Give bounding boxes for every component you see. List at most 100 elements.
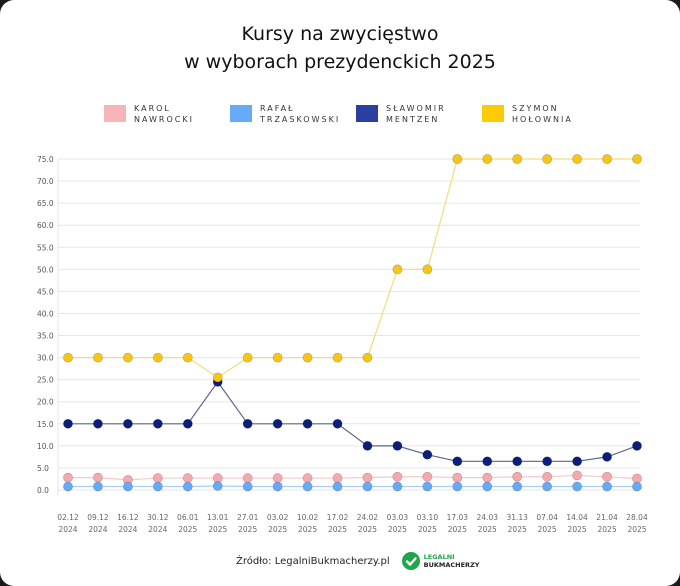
title-line-1: Kursy na zwycięstwo	[241, 23, 439, 45]
x-tick-label: 2025	[268, 525, 287, 534]
data-point	[302, 473, 313, 483]
x-tick-label: 2025	[178, 525, 197, 534]
x-tick-label: 2025	[568, 525, 587, 534]
y-tick-label: 65.0	[37, 199, 54, 208]
data-point	[212, 481, 223, 491]
data-point	[602, 154, 612, 164]
y-tick-label: 50.0	[37, 265, 54, 274]
data-point	[63, 472, 73, 483]
x-tick-label: 2025	[448, 525, 467, 534]
data-point	[63, 481, 73, 492]
x-tick-label: 03.10	[417, 513, 439, 522]
y-tick-label: 15.0	[37, 420, 54, 429]
x-tick-label: 24.03	[477, 513, 499, 522]
data-point	[362, 352, 373, 363]
data-point	[122, 352, 133, 363]
legend-item-trzaskowski: RAFAŁ TRZASKOWSKI	[230, 103, 356, 125]
data-point	[542, 481, 553, 492]
data-point	[572, 154, 583, 164]
data-point	[302, 481, 313, 492]
data-point	[602, 481, 612, 492]
x-tick-label: 24.02	[357, 513, 379, 522]
x-tick-label: 06.01	[177, 513, 199, 522]
legend-label: SŁAWOMIR MENTZEN	[386, 104, 446, 124]
x-tick-label: 2025	[208, 525, 227, 534]
x-tick-label: 17.03	[447, 513, 469, 522]
x-tick-label: 03.03	[387, 513, 409, 522]
data-point	[392, 481, 403, 492]
x-tick-label: 03.02	[267, 513, 289, 522]
data-point	[122, 418, 133, 429]
data-point	[182, 418, 193, 429]
data-point	[392, 264, 403, 275]
data-point	[272, 473, 283, 483]
x-tick-label: 2024	[118, 525, 137, 534]
data-point	[93, 481, 103, 492]
y-tick-label: 10.0	[37, 442, 54, 451]
data-point	[602, 451, 612, 462]
y-tick-label: 35.0	[37, 332, 54, 341]
data-point	[242, 473, 253, 483]
data-point	[63, 418, 73, 429]
data-point	[602, 471, 612, 482]
x-tick-label: 2025	[478, 525, 497, 534]
x-tick-label: 2025	[627, 525, 646, 534]
y-tick-label: 55.0	[37, 243, 54, 252]
chart-title: Kursy na zwycięstwo w wyborach prezydenc…	[0, 20, 680, 76]
x-tick-label: 07.04	[536, 513, 558, 522]
y-tick-label: 30.0	[37, 354, 54, 363]
x-tick-label: 16.12	[117, 513, 139, 522]
data-point	[512, 154, 523, 164]
data-point	[93, 418, 103, 429]
data-point	[212, 372, 223, 383]
data-point	[242, 418, 253, 429]
data-point	[542, 154, 553, 164]
data-point	[182, 473, 193, 483]
y-tick-label: 25.0	[37, 376, 54, 385]
data-point	[512, 471, 523, 482]
x-tick-label: 2024	[148, 525, 167, 534]
y-tick-label: 20.0	[37, 398, 54, 407]
footer: Źródło: LegalniBukmacherzy.pl LEGALNI BU…	[236, 552, 479, 570]
data-point	[632, 154, 642, 164]
x-tick-label: 2025	[538, 525, 557, 534]
data-point	[482, 472, 493, 483]
data-point	[632, 481, 642, 492]
data-point	[332, 352, 343, 363]
data-point	[152, 481, 163, 492]
data-point	[93, 472, 103, 483]
y-tick-label: 45.0	[37, 287, 54, 296]
data-point	[93, 352, 103, 363]
x-tick-label: 14.04	[566, 513, 588, 522]
data-point	[362, 481, 373, 492]
data-point	[332, 418, 343, 429]
data-point	[152, 473, 163, 483]
legend-item-mentzen: SŁAWOMIR MENTZEN	[356, 103, 482, 125]
x-tick-label: 2025	[508, 525, 527, 534]
title-line-2: w wyborach prezydenckich 2025	[184, 51, 496, 73]
data-point	[422, 449, 433, 460]
x-tick-label: 2024	[88, 525, 107, 534]
data-point	[272, 418, 283, 429]
data-point	[302, 352, 313, 363]
data-point	[362, 440, 373, 451]
legend-label: RAFAŁ TRZASKOWSKI	[260, 104, 341, 124]
data-point	[152, 352, 163, 363]
y-tick-label: 60.0	[37, 221, 54, 230]
data-point	[422, 481, 433, 492]
data-point	[482, 456, 493, 467]
x-tick-label: 2024	[58, 525, 77, 534]
data-point	[542, 471, 553, 482]
x-tick-label: 02.12	[57, 513, 79, 522]
data-point	[452, 456, 463, 467]
series-line	[68, 380, 638, 462]
data-point	[572, 456, 583, 467]
source-text: Źródło: LegalniBukmacherzy.pl	[236, 555, 390, 567]
data-point	[152, 418, 163, 429]
x-tick-label: 09.12	[87, 513, 109, 522]
x-tick-label: 30.12	[147, 513, 169, 522]
data-point	[482, 481, 493, 492]
data-point	[452, 472, 463, 483]
legend-label: KAROL NAWROCKI	[134, 104, 194, 124]
checkmark-icon	[401, 552, 420, 570]
